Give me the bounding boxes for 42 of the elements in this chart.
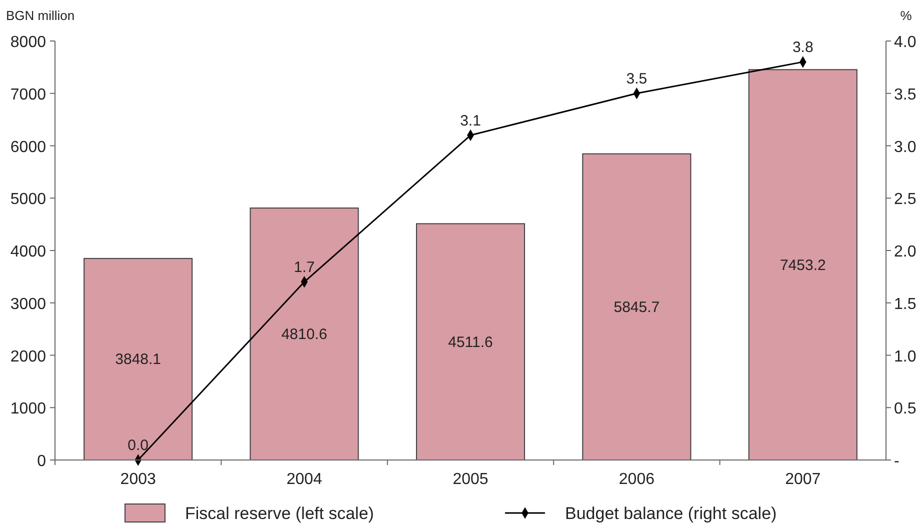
data-label: 0.0	[128, 437, 149, 454]
x-tick-label: 2006	[618, 471, 655, 488]
y-tick-label: 3000	[10, 296, 46, 313]
y2-axis-title: %	[900, 8, 912, 23]
data-label: 7453.2	[780, 256, 826, 274]
data-label: 4810.6	[281, 326, 328, 344]
y-tick-label: 0	[37, 453, 46, 470]
y-tick-label: 4000	[10, 244, 46, 260]
bar	[582, 153, 692, 460]
x-tick-label: 2005	[452, 471, 488, 488]
y-tick-label: 2000	[10, 348, 46, 366]
y2-tick-label: 2.0	[894, 244, 916, 260]
data-label: 3.5	[626, 70, 648, 88]
data-label: 3.8	[792, 38, 814, 56]
bar	[748, 69, 858, 460]
data-label: 4511.6	[448, 334, 493, 351]
bar	[84, 258, 193, 460]
bar	[416, 223, 526, 460]
y2-tick-label: 1.5	[894, 296, 916, 313]
y-tick-label: 7000	[10, 86, 46, 104]
x-tick-label: 2004	[286, 471, 322, 488]
data-label: 3.1	[460, 112, 481, 130]
data-label: 1.7	[294, 258, 315, 276]
y-tick-label: 1000	[10, 400, 46, 418]
y2-tick-label: 1.0	[894, 348, 916, 366]
y-axis-title: BGN million	[6, 8, 75, 23]
y2-tick-label: 4.0	[894, 34, 916, 51]
y2-tick-label: 0.5	[894, 400, 916, 418]
x-tick-label: 2007	[785, 471, 821, 488]
y-tick-label: 8000	[10, 34, 46, 51]
legend-label: Fiscal reserve (left scale)	[185, 504, 374, 523]
data-label: 5845.7	[614, 298, 660, 316]
data-label: 3848.1	[115, 351, 162, 368]
y2-tick-label: 2.5	[894, 191, 916, 208]
y2-tick-label: -	[894, 453, 900, 470]
x-tick-label: 2003	[120, 471, 156, 488]
bar	[250, 208, 359, 460]
y-tick-label: 5000	[10, 191, 46, 208]
legend-label: Budget balance (right scale)	[565, 504, 777, 523]
y2-tick-label: 3.0	[894, 138, 916, 156]
y-tick-label: 6000	[10, 138, 46, 156]
y2-tick-label: 3.5	[894, 86, 916, 104]
